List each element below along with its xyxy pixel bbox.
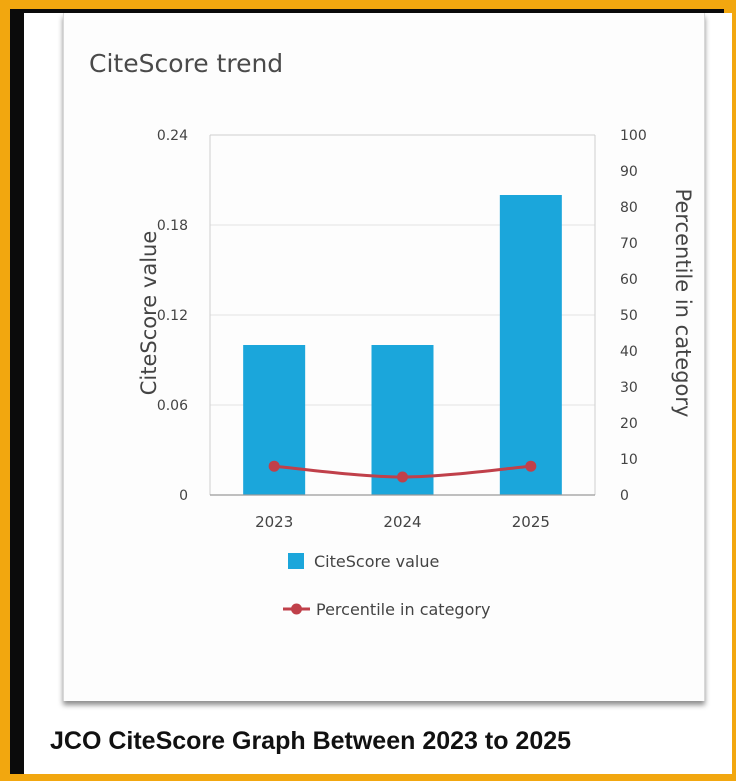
percentile-point xyxy=(397,471,408,483)
right-tick-label: 70 xyxy=(620,236,638,252)
left-tick-label: 0.06 xyxy=(157,398,188,414)
right-tick-label: 60 xyxy=(620,272,638,288)
left-tick-label: 0.12 xyxy=(157,308,188,324)
chart-card: CiteScore trend 0 0.06 0.12 0.18 0.24 0 10 20 30… xyxy=(63,13,705,701)
right-tick-label: 20 xyxy=(620,416,638,432)
right-tick-label: 40 xyxy=(620,344,638,360)
x-tick-label: 2025 xyxy=(512,513,550,531)
legend-label-citescore: CiteScore value xyxy=(314,552,439,571)
citescore-bar xyxy=(499,195,562,495)
right-tick-label: 30 xyxy=(620,380,638,396)
outer-frame: CiteScore trend 0 0.06 0.12 0.18 0.24 0 10 20 30… xyxy=(10,9,732,774)
citescore-trend-chart: 0 0.06 0.12 0.18 0.24 0 10 20 30 40 50 60 70 80 90 100 2… xyxy=(137,128,695,619)
figure-area: CiteScore trend 0 0.06 0.12 0.18 0.24 0 10 20 30… xyxy=(24,13,732,774)
figure-caption: JCO CiteScore Graph Between 2023 to 2025 xyxy=(50,727,572,755)
x-tick-label: 2023 xyxy=(255,513,293,531)
right-tick-label: 50 xyxy=(620,308,638,324)
citescore-bar xyxy=(243,345,306,495)
left-tick-label: 0.18 xyxy=(157,218,188,234)
right-axis-title: Percentile in category xyxy=(671,189,695,418)
legend-swatch-citescore xyxy=(288,553,304,569)
x-tick-label: 2024 xyxy=(383,513,421,531)
citescore-bar xyxy=(371,345,434,495)
right-tick-label: 80 xyxy=(620,200,638,216)
legend-marker-percentile xyxy=(291,603,302,615)
right-tick-label: 100 xyxy=(620,128,647,144)
left-tick-label: 0 xyxy=(179,488,188,504)
right-tick-label: 0 xyxy=(620,488,629,504)
right-tick-label: 90 xyxy=(620,164,638,180)
percentile-point xyxy=(525,460,537,472)
left-axis-title: CiteScore value xyxy=(137,231,161,396)
right-tick-label: 10 xyxy=(620,452,638,468)
left-tick-label: 0.24 xyxy=(157,128,188,144)
legend-label-percentile: Percentile in category xyxy=(316,600,490,619)
chart-title: CiteScore trend xyxy=(89,49,284,78)
percentile-point xyxy=(268,460,280,472)
